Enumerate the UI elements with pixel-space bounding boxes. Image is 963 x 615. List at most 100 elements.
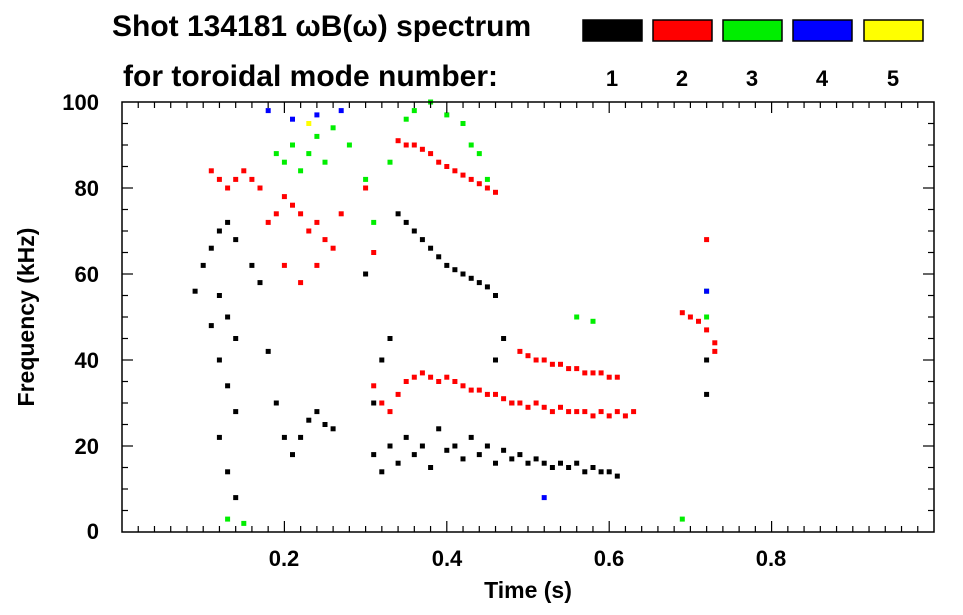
n1-point-37 bbox=[452, 443, 458, 449]
n1-point-57 bbox=[614, 473, 620, 479]
n1-point-14 bbox=[225, 469, 231, 475]
n2-point-59 bbox=[566, 366, 572, 372]
n2-point-42 bbox=[549, 409, 555, 415]
n1-point-40 bbox=[476, 452, 482, 458]
n2-point-56 bbox=[541, 357, 547, 363]
n1-point-55 bbox=[598, 469, 604, 475]
n1-point-30 bbox=[395, 460, 401, 466]
data-points bbox=[192, 99, 718, 526]
legend-label-3: 3 bbox=[746, 66, 758, 91]
n2-point-78 bbox=[493, 189, 498, 195]
n1-point-58 bbox=[395, 211, 401, 217]
plot-frame bbox=[121, 101, 935, 533]
n2-point-18 bbox=[330, 245, 336, 251]
n1-point-11 bbox=[225, 383, 231, 389]
n2-point-87 bbox=[704, 237, 710, 243]
ytick-label-0: 0 bbox=[87, 519, 99, 544]
n1-point-70 bbox=[493, 293, 498, 298]
n4-point-1 bbox=[290, 116, 295, 122]
xtick-label-0.4: 0.4 bbox=[432, 546, 463, 571]
n1-point-12 bbox=[233, 409, 239, 415]
n1-point-47 bbox=[533, 456, 539, 462]
n2-point-47 bbox=[590, 413, 596, 419]
n1-point-38 bbox=[460, 456, 466, 462]
n1-point-56 bbox=[606, 469, 612, 475]
n2-point-77 bbox=[484, 185, 490, 191]
n4-point-2 bbox=[314, 112, 320, 118]
n3-point-15 bbox=[444, 112, 450, 118]
n1-point-48 bbox=[541, 460, 547, 466]
n3-point-20 bbox=[574, 314, 580, 320]
n1-point-79 bbox=[704, 357, 710, 363]
n2-point-82 bbox=[687, 314, 693, 320]
n3-point-7 bbox=[330, 125, 336, 131]
ytick-label-60: 60 bbox=[75, 262, 99, 287]
n2-point-80 bbox=[371, 250, 377, 255]
n1-point-68 bbox=[476, 280, 482, 286]
n3-point-18 bbox=[476, 151, 482, 157]
n2-point-38 bbox=[517, 400, 523, 406]
axis-ticks bbox=[122, 102, 934, 532]
chart-title-line2: for toroidal mode number: bbox=[123, 60, 498, 93]
n1-point-72 bbox=[379, 357, 385, 363]
n2-point-45 bbox=[574, 409, 580, 415]
n2-point-22 bbox=[387, 409, 393, 415]
n1-point-36 bbox=[444, 447, 450, 453]
n1-point-20 bbox=[281, 434, 287, 440]
legend-label-2: 2 bbox=[676, 66, 688, 91]
n2-point-76 bbox=[476, 181, 482, 187]
n2-point-43 bbox=[558, 404, 563, 410]
n2-point-69 bbox=[419, 146, 425, 152]
n2-point-32 bbox=[468, 387, 474, 393]
n1-point-50 bbox=[558, 460, 563, 466]
n3-point-10 bbox=[371, 219, 377, 225]
x-axis-label: Time (s) bbox=[484, 577, 572, 603]
n2-point-25 bbox=[411, 374, 417, 380]
n2-point-46 bbox=[582, 409, 588, 415]
n2-point-11 bbox=[298, 211, 304, 217]
n1-point-0 bbox=[192, 288, 198, 294]
n4-point-3 bbox=[338, 108, 344, 114]
ytick-label-80: 80 bbox=[75, 176, 99, 201]
xtick-label-0.2: 0.2 bbox=[269, 546, 300, 571]
n1-point-51 bbox=[566, 465, 572, 470]
legend: 1 2 3 4 5 bbox=[582, 19, 924, 91]
n1-point-49 bbox=[549, 465, 555, 470]
n2-point-51 bbox=[622, 413, 628, 419]
n1-point-3 bbox=[216, 228, 222, 234]
n1-point-2 bbox=[208, 245, 214, 251]
n1-point-39 bbox=[468, 434, 474, 440]
n2-point-19 bbox=[338, 211, 344, 217]
n3-point-9 bbox=[363, 176, 369, 182]
legend-swatch-4 bbox=[792, 19, 853, 42]
n1-point-26 bbox=[330, 426, 336, 432]
n2-point-61 bbox=[582, 370, 588, 376]
n1-point-66 bbox=[460, 271, 466, 277]
n2-point-52 bbox=[631, 409, 637, 415]
n2-point-20 bbox=[371, 383, 377, 389]
n1-point-5 bbox=[233, 237, 239, 243]
n2-point-84 bbox=[704, 327, 710, 333]
n2-point-6 bbox=[257, 185, 263, 191]
n1-point-65 bbox=[452, 267, 458, 273]
chart-title-line1: Shot 134181 ωB(ω) spectrum bbox=[112, 10, 531, 43]
n2-point-36 bbox=[501, 396, 507, 402]
n2-point-49 bbox=[606, 413, 612, 419]
n1-point-54 bbox=[590, 465, 596, 470]
n2-point-12 bbox=[306, 228, 312, 234]
n2-point-0 bbox=[208, 168, 214, 174]
legend-swatch-1 bbox=[582, 19, 643, 42]
n2-point-40 bbox=[533, 400, 539, 406]
n1-point-41 bbox=[484, 443, 490, 449]
n1-point-9 bbox=[208, 323, 214, 329]
n1-point-62 bbox=[428, 245, 434, 251]
n3-point-11 bbox=[387, 159, 393, 165]
n1-point-21 bbox=[290, 452, 295, 458]
n1-point-10 bbox=[216, 357, 222, 363]
n1-point-19 bbox=[273, 400, 279, 406]
legend-label-1: 1 bbox=[606, 66, 618, 91]
n2-point-86 bbox=[712, 348, 718, 354]
n1-point-24 bbox=[314, 409, 320, 415]
n1-point-33 bbox=[419, 443, 425, 449]
